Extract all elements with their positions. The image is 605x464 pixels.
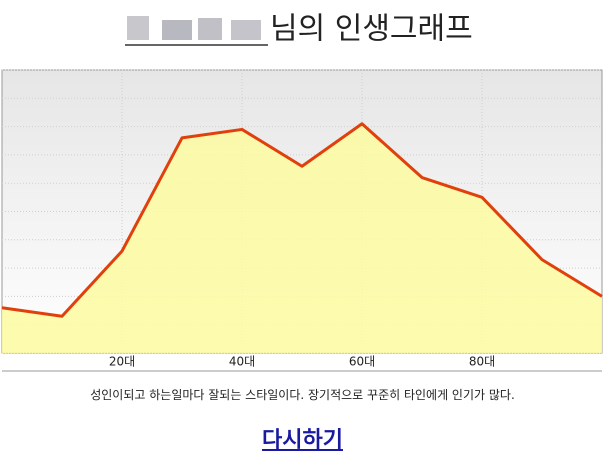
x-tick-label: 20대: [109, 355, 135, 369]
line: [1, 122, 603, 318]
x-tick-label: 40대: [229, 355, 255, 369]
retry-link[interactable]: 다시하기: [262, 428, 343, 453]
blurred-name: [125, 16, 268, 46]
chart-title: 님의 인생그래프: [270, 12, 473, 47]
x-tick-label: 60대: [349, 355, 375, 369]
description: 성인이되고 하는일마다 잘되는 스타일이다. 장기적으로 꾸준히 타인에게 인기…: [90, 388, 515, 402]
area-fill: [2, 123, 602, 354]
x-tick-label: 80대: [469, 355, 495, 369]
